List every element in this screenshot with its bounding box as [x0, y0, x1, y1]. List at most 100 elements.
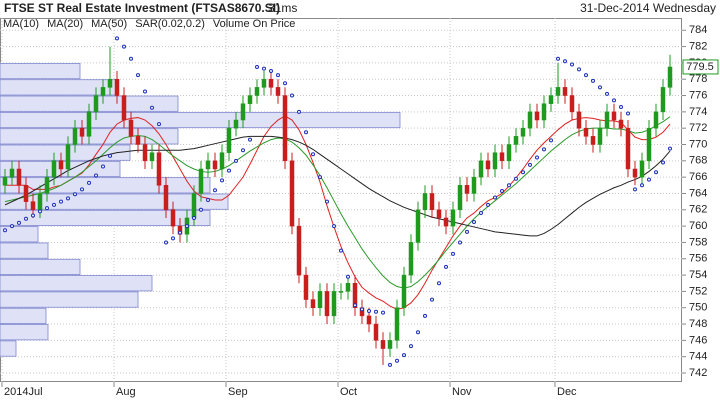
volume-bar — [0, 177, 211, 194]
sar-dot — [192, 215, 196, 220]
candle-body — [660, 87, 666, 113]
sar-dot — [325, 199, 329, 204]
ma-line — [4, 116, 671, 289]
sar-dot — [563, 59, 567, 64]
sar-dot — [479, 211, 483, 216]
sar-dot — [591, 78, 595, 83]
volume-bar — [0, 291, 139, 308]
candle-body — [625, 127, 631, 170]
y-tick-label: 746 — [689, 334, 707, 346]
y-tick-label: 756 — [689, 253, 707, 265]
candle-body — [156, 152, 162, 186]
y-tick-label: 776 — [689, 89, 707, 101]
candle-body — [422, 193, 428, 211]
volume-bar — [0, 275, 153, 292]
sar-dot — [605, 91, 609, 96]
candle-body — [436, 209, 442, 219]
candle-body — [331, 291, 337, 317]
candle-body — [219, 152, 225, 170]
candle-body — [170, 209, 176, 227]
sar-dot — [444, 264, 448, 269]
sar-dot — [185, 224, 189, 229]
sar-dot — [234, 158, 238, 163]
sar-dot — [514, 176, 518, 181]
candle-body — [618, 119, 624, 129]
candle-body — [100, 87, 106, 96]
candle-body — [247, 95, 253, 104]
chart-title: FTSE ST Real Estate Investment (FTSAS867… — [4, 1, 280, 15]
volume-bar — [0, 193, 229, 210]
sar-dot — [549, 138, 553, 143]
candle-body — [576, 111, 582, 129]
sar-dot — [353, 303, 357, 308]
sar-dot — [94, 173, 98, 178]
sar-dot — [262, 66, 266, 71]
sar-dot — [486, 202, 490, 207]
y-tick-label: 774 — [689, 106, 707, 118]
sar-dot — [122, 44, 126, 49]
candle-body — [415, 209, 421, 243]
y-tick-label: 758 — [689, 236, 707, 248]
volume-bar — [0, 62, 81, 80]
candle-body — [604, 111, 610, 129]
sar-dot — [213, 188, 217, 193]
sar-dot — [416, 330, 420, 335]
sar-dot — [269, 69, 273, 74]
sar-dot — [598, 85, 602, 90]
sar-dot — [647, 177, 651, 182]
candle-body — [114, 78, 120, 96]
y-tick-label: 748 — [689, 318, 707, 330]
volume-bar — [0, 79, 119, 96]
candle-body — [86, 111, 92, 137]
volume-bar — [0, 209, 211, 227]
volume-bar — [0, 111, 401, 129]
candle-body — [478, 160, 484, 178]
y-tick-label: 750 — [689, 302, 707, 314]
candle-body — [471, 176, 477, 194]
candle-body — [303, 274, 309, 300]
sar-dot — [381, 310, 385, 315]
sar-dot — [626, 111, 630, 116]
sar-dot — [80, 187, 84, 192]
sar-dot — [164, 240, 168, 245]
candle-body — [401, 274, 407, 308]
y-tick-label: 764 — [689, 187, 707, 199]
y-tick-label: 760 — [689, 220, 707, 232]
ma-line — [5, 115, 671, 310]
sar-dot — [31, 213, 35, 218]
candle-body — [632, 168, 638, 178]
sar-dot — [297, 109, 301, 114]
candle-body — [198, 168, 204, 194]
sar-dot — [367, 308, 371, 313]
candle-body — [597, 127, 603, 145]
candle-body — [51, 160, 57, 178]
sar-dot — [612, 98, 616, 103]
sar-dot — [206, 198, 210, 202]
candle-body — [282, 95, 288, 162]
candle-body — [667, 66, 673, 88]
candle-body — [590, 136, 596, 145]
y-tick-label: 752 — [689, 285, 707, 297]
y-tick-label: 770 — [689, 138, 707, 150]
candle-body — [9, 168, 15, 178]
sar-dot — [227, 168, 231, 173]
candle-body — [121, 95, 127, 121]
candle-body — [212, 160, 218, 170]
sar-dot — [640, 183, 644, 188]
x-tick-label: Aug — [116, 386, 136, 398]
candle-body — [429, 193, 435, 211]
y-tick-label: 766 — [689, 171, 707, 183]
candle-body — [639, 160, 645, 178]
sar-dot — [556, 56, 560, 61]
sar-dot — [304, 130, 308, 135]
sar-dot — [402, 353, 406, 358]
sar-dot — [458, 240, 462, 245]
sar-dot — [332, 224, 336, 229]
candle-body — [569, 95, 575, 113]
candle-body — [44, 176, 50, 194]
candle-body — [506, 144, 512, 162]
candle-body — [520, 127, 526, 137]
candle-body — [548, 95, 554, 104]
sar-dot — [388, 362, 392, 367]
sar-dot — [115, 36, 119, 41]
